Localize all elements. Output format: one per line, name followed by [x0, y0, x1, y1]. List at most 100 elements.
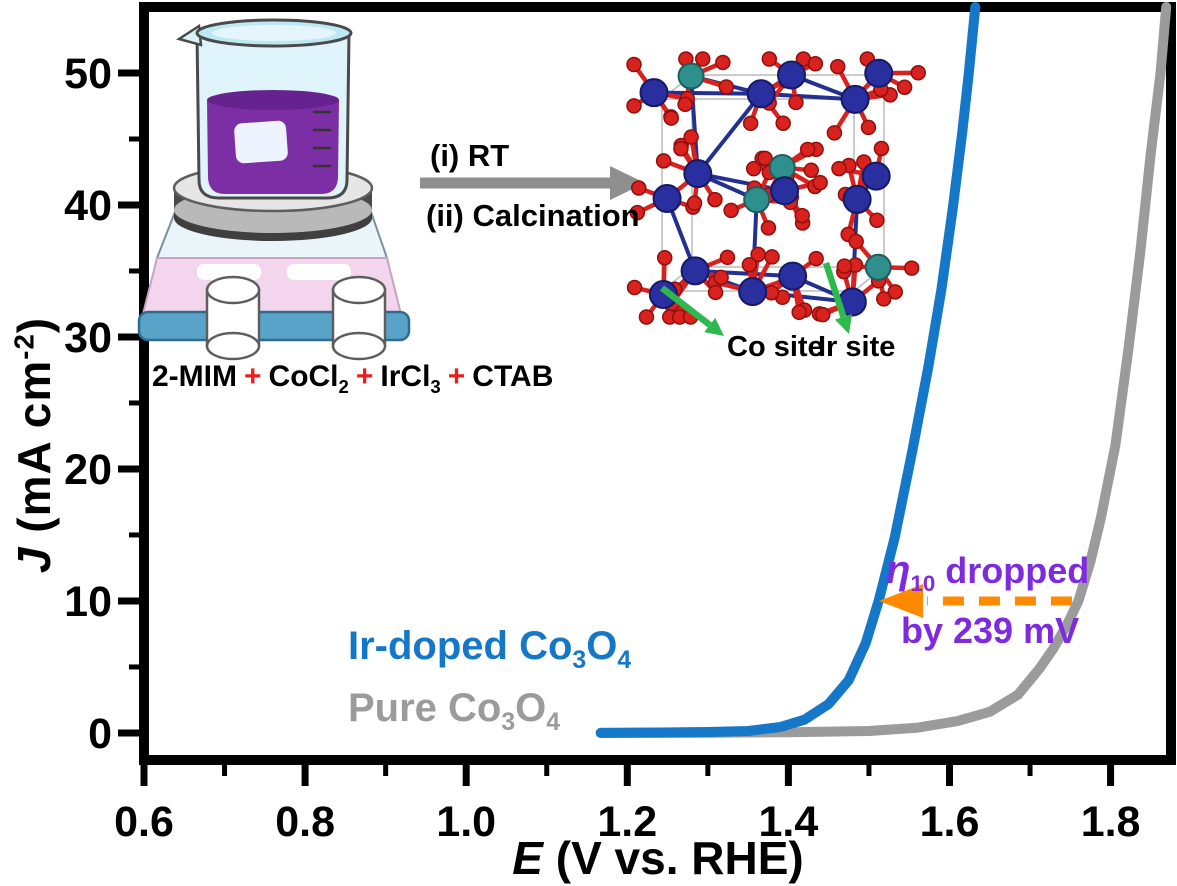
oxygen-atom [695, 51, 711, 67]
y-tick-label: 40 [64, 182, 112, 230]
oxygen-atom [807, 55, 824, 72]
y-tick-label: 0 [88, 710, 112, 758]
oxygen-atom [788, 94, 804, 111]
x-axis-label: E (V vs. RHE) [512, 832, 804, 884]
ir-site-label: Ir site [818, 331, 896, 363]
ir-atom [768, 153, 796, 181]
oxygen-atom [663, 110, 679, 126]
oxygen-atom [719, 249, 736, 266]
oxygen-atom [808, 250, 824, 267]
metal-bond [696, 92, 763, 175]
oxygen-atom [723, 202, 739, 219]
co-atom [746, 79, 776, 109]
oxygen-atom [903, 260, 920, 276]
oxygen-atom [631, 180, 647, 196]
oxygen-atom [791, 304, 807, 321]
co-atom [648, 279, 678, 309]
oxygen-atom [910, 65, 927, 81]
synthesis-step-rt: (i) RT [430, 138, 510, 173]
co-atom [840, 84, 870, 114]
oxygen-atom [713, 269, 729, 286]
co-site-label: Co site [727, 331, 824, 363]
oxygen-atom [799, 141, 816, 158]
y-tick-label: 30 [64, 314, 112, 362]
plot-frame [139, 2, 1176, 765]
co-atom [864, 58, 894, 88]
oxygen-atom [869, 212, 885, 229]
oxygen-atom [831, 160, 847, 177]
oxygen-atom [812, 174, 828, 191]
x-tick-label: 1.2 [597, 798, 657, 846]
legend-ir-doped-co3o4: Ir-doped Co3O4 [348, 624, 632, 674]
oxygen-atom [887, 284, 903, 300]
oxygen-atom [775, 115, 791, 131]
oxygen-atom [741, 257, 758, 273]
oxygen-atom [794, 207, 810, 224]
co-site-arrow-head [704, 317, 724, 336]
beaker-hotplate-icon [137, 18, 411, 361]
oxygen-atom [803, 162, 820, 179]
oxygen-atom [655, 153, 672, 169]
oxygen-atom [718, 79, 735, 95]
oxygen-atom [848, 233, 864, 250]
ir-site-arrow-head [834, 314, 853, 334]
lsv-curves [595, 2, 1172, 738]
oxygen-atom [830, 58, 846, 75]
oxygen-atom [761, 51, 778, 67]
overpotential-annotation-line1: η10 dropped [886, 548, 1090, 597]
y-tick-label: 10 [64, 578, 112, 626]
x-tick-label: 1.6 [920, 798, 980, 846]
oxygen-atom [673, 141, 689, 157]
ir-atom [677, 62, 705, 90]
oxygen-atom [715, 54, 731, 71]
oxygen-atom [656, 249, 673, 266]
oxygen-atom [860, 119, 877, 136]
oxygen-atom [686, 195, 703, 211]
synthesis-step-calcination: (ii) Calcination [426, 198, 640, 233]
oxygen-atom [626, 56, 642, 73]
oxygen-atom [745, 160, 762, 177]
oxygen-atom [815, 306, 831, 323]
oxygen-atom [626, 279, 643, 296]
ir-atom [743, 186, 771, 214]
oxygen-atom [626, 98, 642, 114]
legend-pure-co3o4: Pure Co3O4 [348, 686, 561, 736]
co-atom [778, 261, 808, 291]
oxygen-atom [876, 291, 892, 307]
x-tick-label: 0.6 [114, 798, 174, 846]
co-atom [770, 176, 800, 206]
oxygen-atom [836, 258, 853, 274]
x-tick-label: 0.8 [275, 798, 335, 846]
oxygen-atom [742, 115, 759, 132]
precursor-formula: 2-MIM + CoCl2 + IrCl3 + CTAB [152, 360, 554, 397]
oxygen-atom [677, 96, 693, 113]
oxygen-atom [638, 309, 655, 325]
ir-atom [864, 253, 892, 281]
ir-site-arrow [822, 261, 847, 318]
metal-bond [653, 90, 762, 96]
co-atom [777, 60, 807, 90]
y-axis-label: J (mA cm-2) [8, 316, 60, 574]
co-atom [639, 78, 669, 108]
co-atom [652, 183, 682, 213]
oxygen-atom [896, 79, 913, 96]
eta10-arrowhead [879, 583, 924, 618]
overpotential-annotation-line2: by 239 mV [901, 610, 1080, 651]
curve-ir-doped-co3o4 [595, 2, 981, 738]
metal-bond [694, 268, 793, 279]
axes-spines [139, 2, 1176, 765]
co-atom [738, 277, 768, 307]
co-atom [861, 161, 891, 191]
oxygen-atom [707, 284, 724, 301]
x-tick-label: 1.4 [759, 798, 819, 846]
crystal-structure-icon [626, 51, 927, 336]
oxygen-atom [683, 129, 699, 145]
co-atom [680, 256, 710, 286]
oxygen-atom [757, 150, 773, 167]
co-atom [842, 184, 872, 214]
oxygen-atom [629, 204, 646, 221]
synthesis-arrow-icon [420, 166, 645, 200]
